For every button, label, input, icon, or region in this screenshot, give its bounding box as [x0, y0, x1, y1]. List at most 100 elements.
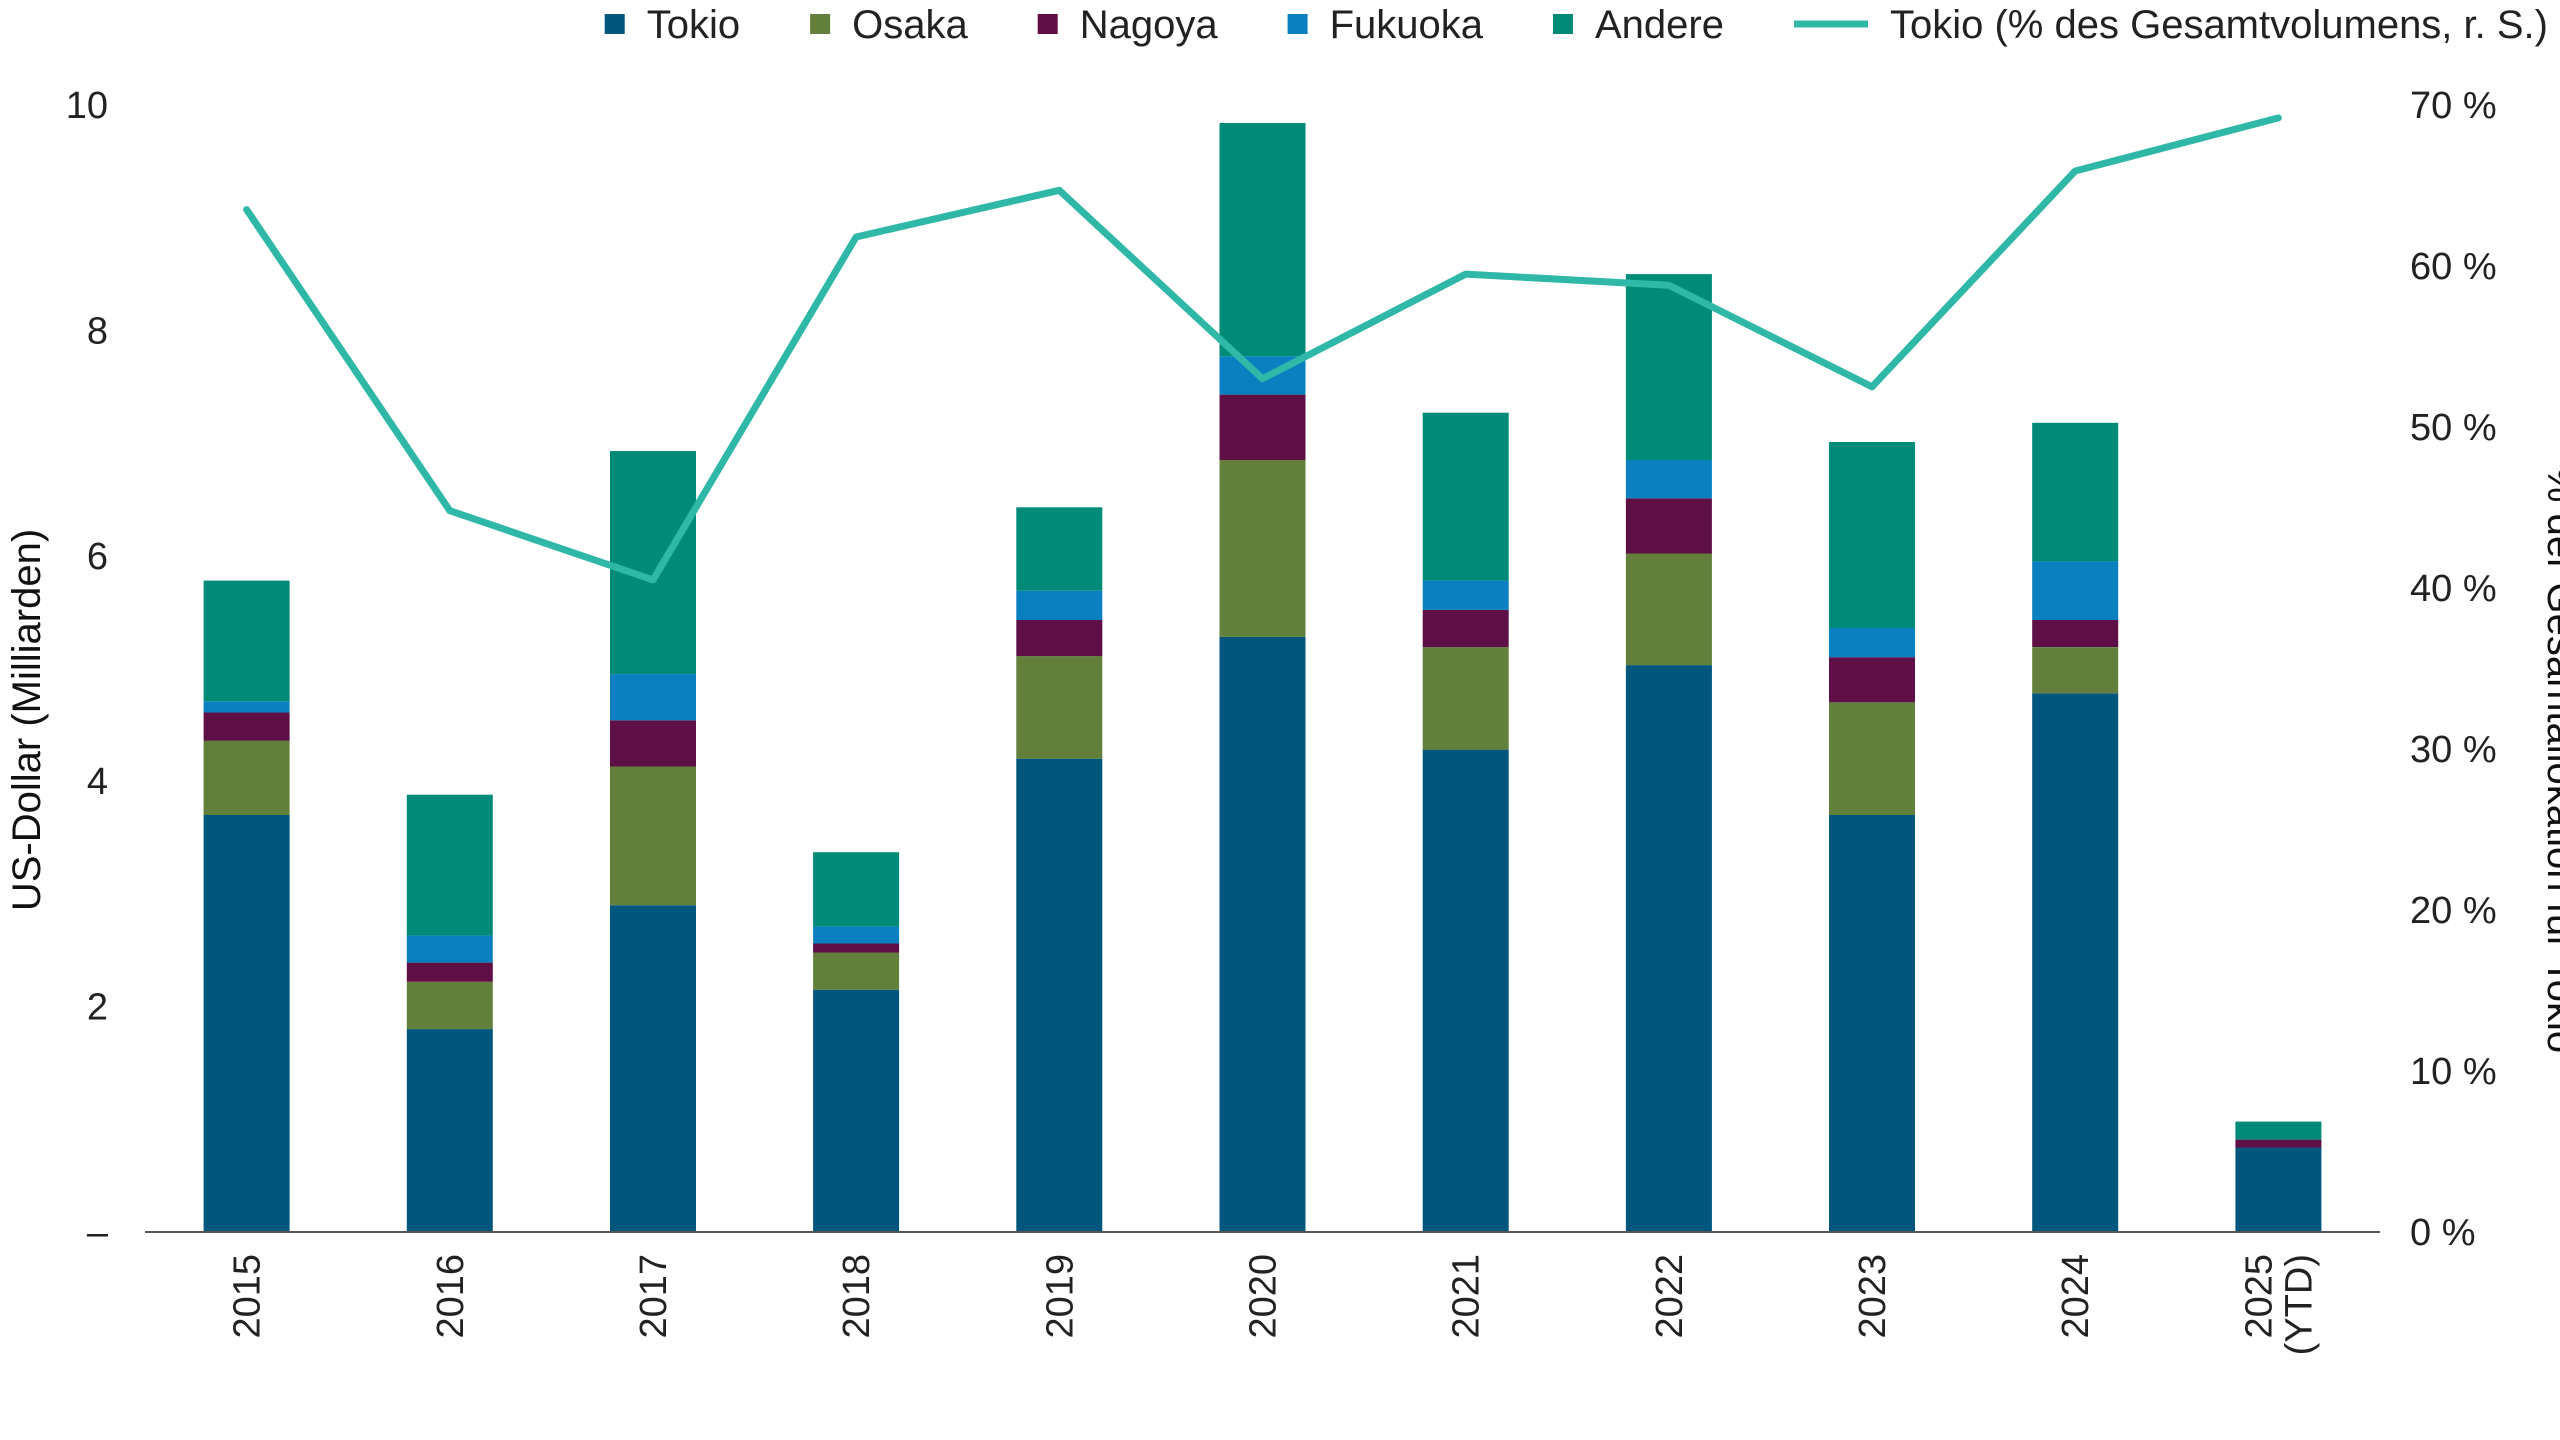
- bar-tokio-2018: [813, 989, 900, 1232]
- x-tick-2017: 2017: [633, 1254, 675, 1339]
- bar-nagoya-2022: [1625, 498, 1712, 554]
- x-tick-2025-ytd: 2025(YTD): [2238, 1254, 2320, 1355]
- bar-tokio-2022: [1625, 665, 1712, 1232]
- bar-andere-2015: [203, 580, 290, 702]
- bar-andere-2020: [1219, 123, 1306, 357]
- legend-item-nagoya: Nagoya: [1037, 3, 1219, 47]
- bar-nagoya-2021: [1422, 609, 1509, 648]
- x-tick-2015: 2015: [227, 1254, 269, 1339]
- bar-tokio-2021: [1422, 749, 1509, 1232]
- x-tick-label-line: 2016: [430, 1254, 472, 1339]
- x-tick-label-line: 2018: [836, 1254, 878, 1339]
- bar-osaka-2017: [610, 766, 696, 906]
- y-tick-right-30: 30 %: [2410, 729, 2497, 771]
- bar-andere-2023: [1829, 442, 1915, 628]
- bar-nagoya-2017: [610, 720, 696, 767]
- x-tick-2018: 2018: [836, 1254, 878, 1339]
- x-tick-label: 2023: [1852, 1254, 1894, 1339]
- y-tick-right-0: 0 %: [2410, 1212, 2475, 1254]
- bar-nagoya-2023: [1829, 657, 1915, 703]
- bar-andere-2022: [1625, 274, 1712, 461]
- axes-group: – 2 4 6 8 10 0 % 10 % 20 % 30 % 40 % 50 % 60 % 70 % 20…: [66, 85, 2497, 1355]
- bar-osaka-2023: [1829, 702, 1915, 815]
- bar-osaka-2020: [1219, 460, 1306, 637]
- legend-item-fukuoka: Fukuoka: [1287, 3, 1484, 47]
- bar-fukuoka-2022: [1625, 460, 1712, 499]
- y-tick-left-2: 2: [87, 987, 108, 1029]
- bar-osaka-2016: [406, 981, 493, 1030]
- x-tick-label-line: 2025: [2238, 1254, 2280, 1339]
- legend: Tokio Osaka Nagoya Fukuoka Andere Tokio (% de…: [604, 3, 2548, 47]
- bar-fukuoka-2015: [203, 701, 290, 713]
- x-tick-label-line: 2020: [1243, 1254, 1285, 1339]
- bar-fukuoka-2019: [1016, 590, 1103, 620]
- y-axis-title-left: US-Dollar (Milliarden): [5, 529, 49, 911]
- x-tick-label-line: (YTD): [2278, 1254, 2320, 1355]
- legend-label: Andere: [1595, 3, 1724, 47]
- bar-nagoya-2024: [2032, 620, 2119, 647]
- legend-item-osaka: Osaka: [810, 3, 968, 47]
- bar-andere-2018: [813, 852, 900, 927]
- legend-swatch: [1287, 14, 1308, 34]
- x-tick-2024: 2024: [2055, 1254, 2097, 1339]
- bar-andere-2017: [610, 451, 696, 675]
- bar-tokio-2025-ytd: [2235, 1147, 2322, 1232]
- bar-nagoya-2016: [406, 962, 493, 982]
- y-tick-right-50: 50 %: [2410, 407, 2497, 449]
- bar-andere-2025-ytd: [2235, 1121, 2322, 1140]
- bar-tokio-2023: [1829, 815, 1915, 1232]
- bars-group: [203, 123, 2322, 1232]
- y-tick-right-10: 10 %: [2410, 1051, 2497, 1093]
- x-tick-label-line: 2022: [1649, 1254, 1691, 1339]
- x-tick-label-line: 2017: [633, 1254, 675, 1339]
- legend-swatch: [810, 14, 831, 34]
- line-tokio-share: [243, 114, 2282, 584]
- x-tick-label-line: 2015: [227, 1254, 269, 1339]
- bar-nagoya-2015: [203, 712, 290, 741]
- legend-item-andere: Andere: [1552, 3, 1724, 47]
- bar-tokio-2024: [2032, 693, 2119, 1232]
- x-tick-2023: 2023: [1852, 1254, 1894, 1339]
- x-tick-2022: 2022: [1649, 1254, 1691, 1339]
- legend-label: Tokio: [647, 3, 740, 47]
- x-tick-label: 2021: [1446, 1254, 1488, 1339]
- bar-andere-2024: [2032, 422, 2119, 562]
- legend-swatch: [1552, 14, 1573, 34]
- legend-swatch: [604, 14, 625, 34]
- legend-label: Fukuoka: [1330, 3, 1484, 47]
- y-tick-right-70: 70 %: [2410, 85, 2497, 127]
- bar-nagoya-2019: [1016, 620, 1103, 657]
- y-axis-title-right: % der Gesamtallokation für Tokio: [2539, 467, 2560, 1053]
- x-tick-2020: 2020: [1243, 1254, 1285, 1339]
- x-tick-label-line: 2021: [1446, 1254, 1488, 1339]
- bar-nagoya-2020: [1219, 394, 1306, 460]
- bar-nagoya-2018: [813, 943, 900, 953]
- bar-fukuoka-2018: [813, 926, 900, 944]
- y-tick-right-60: 60 %: [2410, 246, 2497, 288]
- bar-tokio-2015: [203, 815, 290, 1232]
- y-tick-right-40: 40 %: [2410, 568, 2497, 610]
- legend-item-tokio: Tokio: [604, 3, 740, 47]
- x-tick-2019: 2019: [1039, 1254, 1081, 1339]
- bar-nagoya-2025-ytd: [2235, 1139, 2322, 1148]
- legend-label: Nagoya: [1080, 3, 1219, 47]
- bar-fukuoka-2017: [610, 674, 696, 721]
- y-tick-left-4: 4: [87, 761, 108, 803]
- bar-fukuoka-2023: [1829, 627, 1915, 658]
- x-tick-label: 2017: [633, 1254, 675, 1339]
- x-tick-label: 2020: [1243, 1254, 1285, 1339]
- x-tick-label: 2015: [227, 1254, 269, 1339]
- line-layer: [243, 114, 2282, 584]
- bar-tokio-2019: [1016, 758, 1103, 1232]
- legend-item-tokio-des-gesamtvolumens-r-s: Tokio (% des Gesamtvolumens, r. S.): [1793, 3, 2548, 47]
- y-tick-left-10: 10: [66, 85, 108, 127]
- x-tick-label: 2019: [1039, 1254, 1081, 1339]
- x-tick-label-line: 2023: [1852, 1254, 1894, 1339]
- bar-tokio-2016: [406, 1029, 493, 1232]
- bar-osaka-2015: [203, 740, 290, 815]
- x-tick-label: 2025(YTD): [2238, 1254, 2320, 1355]
- x-tick-2021: 2021: [1446, 1254, 1488, 1339]
- bar-fukuoka-2024: [2032, 561, 2119, 620]
- bar-andere-2021: [1422, 412, 1509, 581]
